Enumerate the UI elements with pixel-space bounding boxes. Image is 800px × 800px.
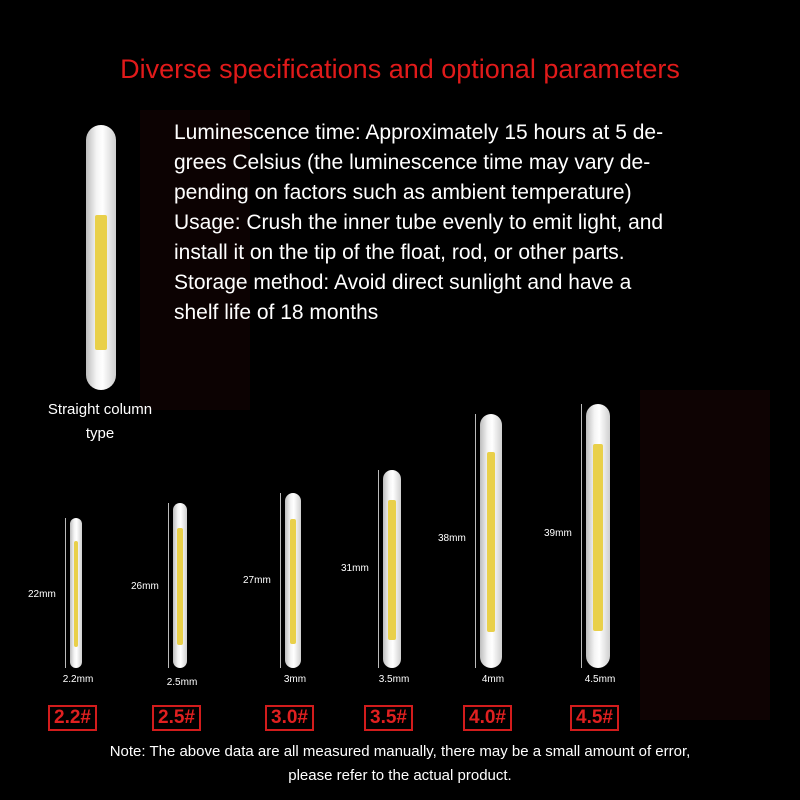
glow-stick-image xyxy=(586,404,610,668)
glow-core xyxy=(73,540,79,647)
size-badge: 4.0# xyxy=(463,705,512,731)
length-dimension-line xyxy=(65,518,66,668)
size-badge: 3.5# xyxy=(364,705,413,731)
diameter-label: 4mm xyxy=(481,674,505,685)
size-badge: 2.2# xyxy=(48,705,97,731)
label-line: type xyxy=(85,425,115,442)
length-label: 26mm xyxy=(131,580,159,592)
length-dimension-line xyxy=(475,414,476,668)
note-line: Note: The above data are all measured ma… xyxy=(109,743,691,760)
diameter-label: 3mm xyxy=(283,674,307,685)
length-dimension-line xyxy=(581,404,582,668)
glow-core xyxy=(95,215,107,350)
length-label: 31mm xyxy=(341,563,369,575)
length-dimension-line xyxy=(280,493,281,668)
glow-core xyxy=(593,443,603,632)
size-badge: 3.0# xyxy=(265,705,314,731)
glow-stick-image xyxy=(173,503,187,668)
glow-core xyxy=(289,519,297,644)
glow-core xyxy=(486,452,496,633)
description-line: shelf life of 18 months xyxy=(174,301,379,324)
diameter-label: 2.2mm xyxy=(62,674,94,685)
straight-column-label: Straight column type xyxy=(40,398,160,446)
diameter-label: 3.5mm xyxy=(378,674,410,685)
page-title: Diverse specifications and optional para… xyxy=(120,54,680,84)
glow-stick-image xyxy=(480,414,502,668)
glow-stick-image xyxy=(285,493,301,668)
size-badge: 4.5# xyxy=(570,705,619,731)
description-line: Usage: Crush the inner tube evenly to em… xyxy=(174,211,664,234)
length-dimension-line xyxy=(168,503,169,668)
diameter-label: 4.5mm xyxy=(584,674,616,685)
background-shade xyxy=(640,390,770,720)
background-shade xyxy=(140,110,250,410)
disclaimer-note: Note: The above data are all measured ma… xyxy=(0,740,800,788)
description-line: Luminescence time: Approximately 15 hour… xyxy=(174,121,664,144)
size-badge: 2.5# xyxy=(152,705,201,731)
glow-stick-image xyxy=(70,518,82,668)
length-label: 39mm xyxy=(544,528,572,540)
label-line: Straight column xyxy=(47,401,153,418)
description-line: install it on the tip of the float, rod,… xyxy=(174,241,625,264)
description: Luminescence time: Approximately 15 hour… xyxy=(174,118,774,328)
description-line: Storage method: Avoid direct sunlight an… xyxy=(174,271,632,294)
length-dimension-line xyxy=(378,470,379,668)
diameter-label: 2.5mm xyxy=(166,677,198,688)
length-label: 38mm xyxy=(438,533,466,545)
description-line: grees Celsius (the luminescence time may… xyxy=(174,151,651,174)
glow-stick-image xyxy=(383,470,401,668)
description-line: pending on factors such as ambient tempe… xyxy=(174,181,632,204)
glow-core xyxy=(177,527,183,645)
straight-column-tube-image xyxy=(86,125,116,390)
length-label: 22mm xyxy=(28,588,56,600)
note-line: please refer to the actual product. xyxy=(288,767,512,784)
glow-core xyxy=(388,499,396,641)
length-label: 27mm xyxy=(243,575,271,587)
